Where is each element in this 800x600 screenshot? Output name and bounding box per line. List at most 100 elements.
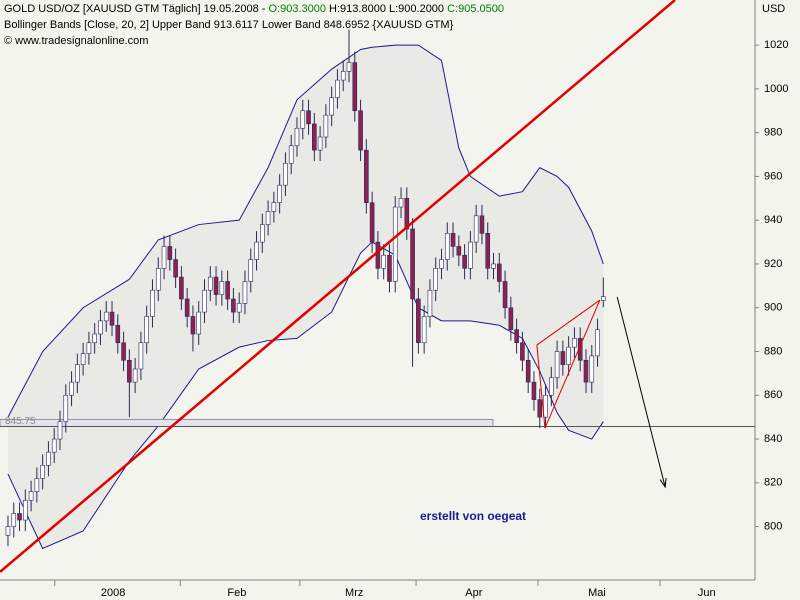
- candle-body: [109, 311, 115, 326]
- candle-body: [468, 241, 473, 269]
- arrow-head: [659, 477, 667, 489]
- candle-body: [485, 233, 491, 269]
- trend-line: [0, 0, 676, 573]
- candle-body: [462, 254, 467, 269]
- candle-body: [265, 211, 271, 225]
- candle-body: [155, 268, 161, 291]
- candle-body: [450, 233, 456, 247]
- candle-body: [225, 281, 230, 300]
- candle-body: [202, 289, 207, 313]
- y-tick-label: 1020: [764, 39, 788, 51]
- candle-body: [508, 307, 514, 330]
- candle-body: [86, 342, 92, 354]
- candle-body: [179, 276, 184, 300]
- candle-body: [583, 359, 589, 383]
- candle-body: [554, 351, 560, 379]
- candle-body: [173, 259, 178, 278]
- candle-body: [595, 329, 600, 357]
- candle-body: [5, 526, 11, 536]
- candle-body: [69, 381, 74, 396]
- candle-body: [560, 351, 566, 365]
- candle-body: [537, 399, 543, 418]
- candle-body: [364, 149, 369, 203]
- candle-body: [531, 381, 537, 400]
- candle-body: [381, 254, 386, 269]
- candle-body: [288, 145, 294, 164]
- candle-body: [23, 500, 28, 521]
- candle-body: [427, 289, 433, 317]
- x-tick-label: Jun: [698, 587, 716, 599]
- candle-body: [17, 513, 22, 521]
- candle-body: [439, 259, 444, 269]
- candle-body: [213, 276, 219, 295]
- copyright: © www.tradesignalonline.com: [4, 35, 148, 47]
- candle-body: [283, 162, 288, 186]
- y-tick-label: 960: [764, 170, 782, 182]
- candle-body: [520, 342, 525, 361]
- candle-body: [433, 268, 439, 291]
- candle-body: [496, 263, 502, 282]
- candle-body: [184, 298, 190, 317]
- y-tick-label: 860: [764, 389, 782, 401]
- candle-body: [404, 197, 410, 230]
- candle-body: [115, 324, 121, 344]
- candle-body: [103, 311, 109, 322]
- candle-body: [335, 79, 340, 98]
- candle-body: [40, 465, 45, 479]
- candle-body: [219, 281, 225, 295]
- header-text: H:913.8000 L:900.2000: [326, 3, 447, 15]
- x-tick-label: Mai: [588, 587, 606, 599]
- candle-body: [57, 421, 63, 440]
- candle-body: [150, 289, 155, 317]
- candle-body: [369, 202, 375, 243]
- candle-body: [98, 320, 103, 335]
- candle-body: [502, 281, 508, 309]
- candle-body: [323, 114, 329, 138]
- candle-body: [132, 368, 138, 383]
- candle-body: [543, 394, 548, 418]
- candle-body: [416, 298, 421, 344]
- plot-area: 845.75: [0, 0, 755, 573]
- candle-body: [80, 353, 86, 365]
- candle-body: [63, 394, 69, 422]
- candle-body: [444, 233, 450, 260]
- annotation: erstellt von oegeat: [420, 509, 526, 523]
- candle-body: [352, 62, 358, 112]
- y-unit: USD: [762, 3, 785, 15]
- candle-body: [236, 303, 242, 313]
- candle-body: [207, 276, 213, 291]
- candle-body: [11, 513, 17, 527]
- x-tick-label: Mrz: [345, 587, 363, 599]
- x-tick-label: 2008: [101, 587, 125, 599]
- header-open: O:903.3000: [269, 3, 327, 15]
- y-tick-label: 800: [764, 521, 782, 533]
- trend-line: [544, 299, 601, 429]
- candle-body: [421, 316, 427, 344]
- candle-body: [144, 316, 149, 344]
- candle-body: [549, 377, 554, 396]
- candle-body: [329, 97, 334, 116]
- candle-body: [312, 123, 317, 151]
- trend-line: [536, 299, 601, 346]
- candle-body: [271, 202, 277, 212]
- candle-body: [51, 438, 57, 453]
- header-line: GOLD USD/OZ [XAUUSD GTM Täglich] 19.05.2…: [4, 3, 504, 15]
- candle-body: [254, 241, 259, 260]
- candle-body: [34, 478, 40, 492]
- candle-body: [92, 333, 97, 344]
- indicator-legend: Bollinger Bands [Close, 20, 2] Upper Ban…: [4, 19, 454, 31]
- y-tick-label: 820: [764, 477, 782, 489]
- candle-body: [601, 296, 606, 301]
- candle-body: [121, 342, 126, 361]
- upper-band: [7, 44, 604, 418]
- candle-body: [525, 359, 531, 383]
- candle-body: [346, 62, 352, 72]
- header-text: GOLD USD/OZ [XAUUSD GTM Täglich] 19.05.2…: [4, 3, 269, 15]
- candle-body: [456, 246, 462, 256]
- candle-body: [392, 206, 398, 282]
- header-close: C:905.0500: [447, 3, 504, 15]
- candle-body: [491, 263, 496, 269]
- candle-body: [75, 364, 80, 383]
- candle-body: [589, 355, 595, 383]
